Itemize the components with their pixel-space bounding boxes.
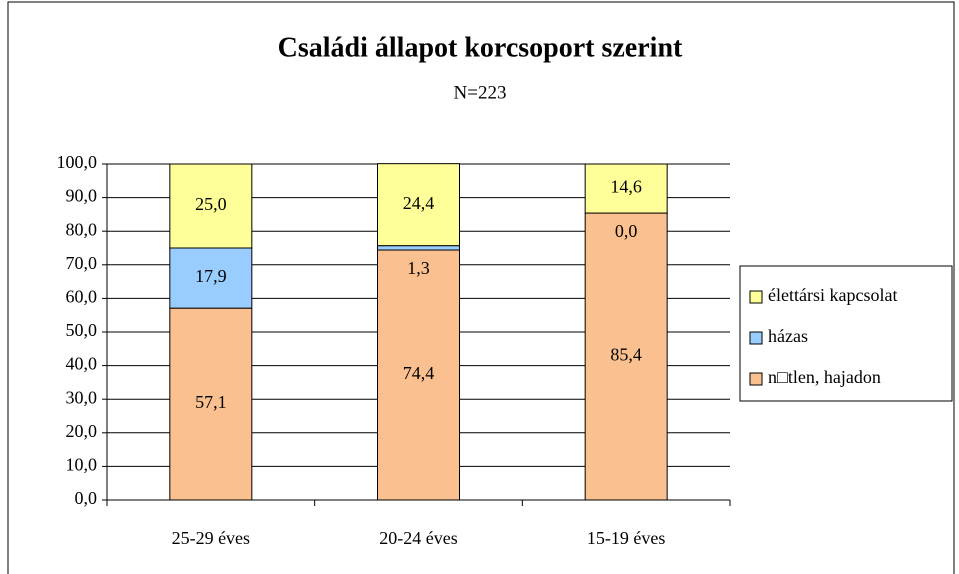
- y-tick-label: 90,0: [66, 186, 98, 206]
- data-label: 57,1: [195, 392, 227, 412]
- legend-label: házas: [768, 326, 808, 346]
- data-label: 74,4: [403, 363, 435, 383]
- legend-swatch: [749, 290, 763, 304]
- chart-subtitle: N=223: [454, 82, 507, 103]
- data-label: 25,0: [195, 194, 227, 214]
- bar-segment: [169, 247, 253, 309]
- legend-swatch: [749, 372, 763, 386]
- data-label: 85,4: [610, 345, 642, 365]
- data-label: 1,3: [407, 258, 430, 278]
- y-tick-label: 0,0: [75, 488, 98, 508]
- y-tick-label: 50,0: [66, 320, 98, 340]
- data-label: 24,4: [403, 193, 435, 213]
- bar-segment: [377, 249, 460, 501]
- bar-segment: [169, 307, 253, 501]
- data-label: 0,0: [615, 221, 638, 241]
- bar-segment: [377, 245, 460, 251]
- legend-swatch: [749, 331, 763, 345]
- data-label: 14,6: [610, 177, 642, 197]
- x-tick-label: 25-29 éves: [172, 528, 250, 548]
- x-tick-label: 20-24 éves: [379, 528, 457, 548]
- y-tick-label: 80,0: [66, 219, 98, 239]
- x-tick-label: 15-19 éves: [587, 528, 665, 548]
- legend-label: n□tlen, hajadon: [768, 367, 881, 387]
- data-label: 17,9: [195, 266, 227, 286]
- y-tick-label: 20,0: [66, 421, 98, 441]
- bar-segment: [377, 163, 460, 247]
- legend-box: [739, 265, 953, 402]
- y-tick-label: 60,0: [66, 287, 98, 307]
- legend-label: élettársi kapcsolat: [768, 285, 897, 305]
- y-tick-label: 30,0: [66, 387, 98, 407]
- bar-segment: [169, 163, 253, 249]
- y-tick-label: 40,0: [66, 354, 98, 374]
- bar-segment: [584, 212, 668, 501]
- y-tick-label: 100,0: [57, 152, 98, 172]
- bar-segment: [584, 163, 668, 214]
- chart-title: Családi állapot korcsoport szerint: [278, 32, 683, 63]
- y-tick-label: 10,0: [66, 455, 98, 475]
- y-tick-label: 70,0: [66, 253, 98, 273]
